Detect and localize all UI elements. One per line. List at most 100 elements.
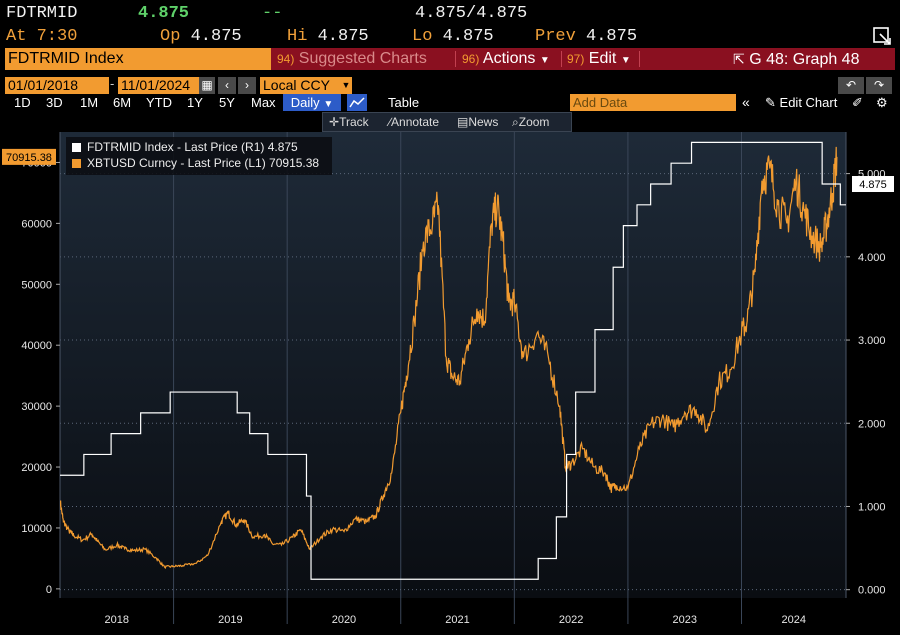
- right-tick-label: 2.000: [858, 418, 886, 430]
- add-data-input[interactable]: Add Data: [570, 94, 736, 111]
- bid-ask: 4.875/4.875: [415, 4, 528, 23]
- x-axis: 2018 2019 2020 2021 2022 2023 2024: [105, 614, 806, 626]
- dropdown-arrow-icon: ▼: [323, 99, 334, 110]
- external-link-icon: ⇱: [733, 51, 745, 67]
- x-axis-band: [0, 598, 900, 635]
- range-max[interactable]: Max: [251, 95, 276, 110]
- left-y-axis: 010000200003000040000500006000070000: [21, 132, 61, 598]
- x-tick-label: 2022: [559, 614, 583, 626]
- x-tick-label: 2018: [105, 614, 129, 626]
- dropdown-arrow-icon: ▼: [620, 55, 631, 66]
- graph-button[interactable]: ⇱ G 48: Graph 48: [733, 48, 859, 70]
- open-value: 4.875: [190, 27, 242, 46]
- range-ytd[interactable]: YTD: [146, 95, 172, 110]
- annotate-button[interactable]: ∕ Annotate: [389, 115, 440, 129]
- open-field: Op 4.875: [160, 27, 242, 46]
- edit-chart-label: Edit Chart: [779, 95, 838, 110]
- title-bar: FDTRMID Index 94) Suggested Charts 96) A…: [5, 48, 895, 70]
- start-date-input[interactable]: 01/01/2018: [5, 77, 109, 94]
- currency-dropdown-icon[interactable]: ▼: [340, 77, 352, 94]
- frequency-label: Daily: [290, 95, 320, 110]
- annotate-label: Annotate: [391, 115, 440, 129]
- chart-toolbar: ✛ Track ∕ Annotate ▤ News ⌕ Zoom: [322, 112, 572, 132]
- x-tick-label: 2023: [672, 614, 696, 626]
- zoom-button[interactable]: ⌕ Zoom: [512, 115, 550, 129]
- redo-icon[interactable]: ↷: [866, 77, 892, 94]
- separator: [561, 51, 562, 67]
- line-chart-icon[interactable]: [347, 94, 367, 111]
- left-last-value: 70915.38: [6, 152, 52, 164]
- prev-period-button[interactable]: ‹: [218, 77, 236, 94]
- right-last-value-box: [852, 176, 894, 193]
- right-tick-label: 4.000: [858, 252, 886, 264]
- range-3d[interactable]: 3D: [46, 95, 63, 110]
- right-tick-label: 1.000: [858, 501, 886, 513]
- legend-label-fdtrmid: FDTRMID Index - Last Price (R1) 4.875: [87, 140, 298, 154]
- end-date-input[interactable]: 11/01/2024: [118, 77, 214, 94]
- actions-num: 96): [462, 52, 480, 66]
- low-field: Lo 4.875: [412, 27, 494, 46]
- edit-label: Edit: [588, 50, 617, 67]
- separator: [639, 51, 640, 67]
- undo-icon[interactable]: ↶: [838, 77, 864, 94]
- collapse-icon[interactable]: «: [742, 94, 750, 110]
- ticker: FDTRMID: [6, 4, 78, 23]
- range-1y[interactable]: 1Y: [187, 95, 203, 110]
- prev-field: Prev 4.875: [535, 27, 637, 46]
- series-line-xbtusd: [60, 146, 838, 570]
- legend-swatch-fdtrmid: [72, 143, 81, 152]
- actions-button[interactable]: 96) Actions ▼: [462, 48, 550, 70]
- prev-label: Prev: [535, 27, 576, 46]
- next-period-button[interactable]: ›: [238, 77, 256, 94]
- suggested-charts-button[interactable]: 94) Suggested Charts: [277, 48, 427, 70]
- popout-icon[interactable]: [872, 26, 892, 46]
- edit-chart-button[interactable]: ✎ Edit Chart: [765, 94, 837, 111]
- separator: [455, 51, 456, 67]
- left-tick-label: 0: [46, 584, 52, 596]
- x-tick-label: 2024: [782, 614, 806, 626]
- edit-button[interactable]: 97) Edit ▼: [567, 48, 631, 70]
- news-label: News: [468, 115, 499, 129]
- currency-select[interactable]: Local CCY: [260, 77, 352, 94]
- track-label: Track: [339, 115, 369, 129]
- draw-icon[interactable]: ✐: [852, 95, 863, 110]
- range-1d[interactable]: 1D: [14, 95, 31, 110]
- frequency-select[interactable]: Daily ▼: [283, 94, 341, 111]
- graph-label: G 48: Graph 48: [749, 51, 860, 68]
- right-last-value: 4.875: [859, 179, 887, 191]
- left-tick-label: 60000: [21, 218, 52, 230]
- left-last-value-box: [2, 148, 56, 165]
- calendar-icon[interactable]: ▦: [199, 77, 215, 94]
- left-tick-label: 50000: [21, 279, 52, 291]
- high-field: Hi 4.875: [287, 27, 369, 46]
- range-5y[interactable]: 5Y: [219, 95, 235, 110]
- x-tick-label: 2019: [218, 614, 242, 626]
- x-tick-label: 2020: [332, 614, 356, 626]
- date-dash: -: [110, 76, 115, 91]
- zoom-label: Zoom: [518, 115, 550, 129]
- high-label: Hi: [287, 27, 308, 46]
- legend-swatch-xbtusd: [72, 159, 81, 168]
- left-tick-label: 10000: [21, 523, 52, 535]
- last-value-labels: 70915.38 4.875: [2, 148, 894, 193]
- left-tick-label: 20000: [21, 462, 52, 474]
- range-1m[interactable]: 1M: [80, 95, 99, 110]
- news-button[interactable]: ▤ News: [457, 115, 499, 129]
- low-value: 4.875: [442, 27, 494, 46]
- gear-icon[interactable]: ⚙: [876, 95, 888, 110]
- range-6m[interactable]: 6M: [113, 95, 132, 110]
- plot-area: [60, 132, 846, 598]
- open-label: Op: [160, 27, 181, 46]
- left-tick-label: 40000: [21, 340, 52, 352]
- right-tick-label: 3.000: [858, 335, 886, 347]
- x-tick-label: 2021: [445, 614, 469, 626]
- table-button[interactable]: Table: [388, 95, 420, 110]
- low-label: Lo: [412, 27, 433, 46]
- pencil-icon: ✎: [765, 95, 776, 110]
- currency-label: Local CCY: [263, 77, 330, 93]
- security-field[interactable]: FDTRMID Index: [5, 48, 271, 70]
- quote-time: At 7:30: [6, 27, 78, 46]
- track-button[interactable]: ✛ Track: [329, 115, 369, 129]
